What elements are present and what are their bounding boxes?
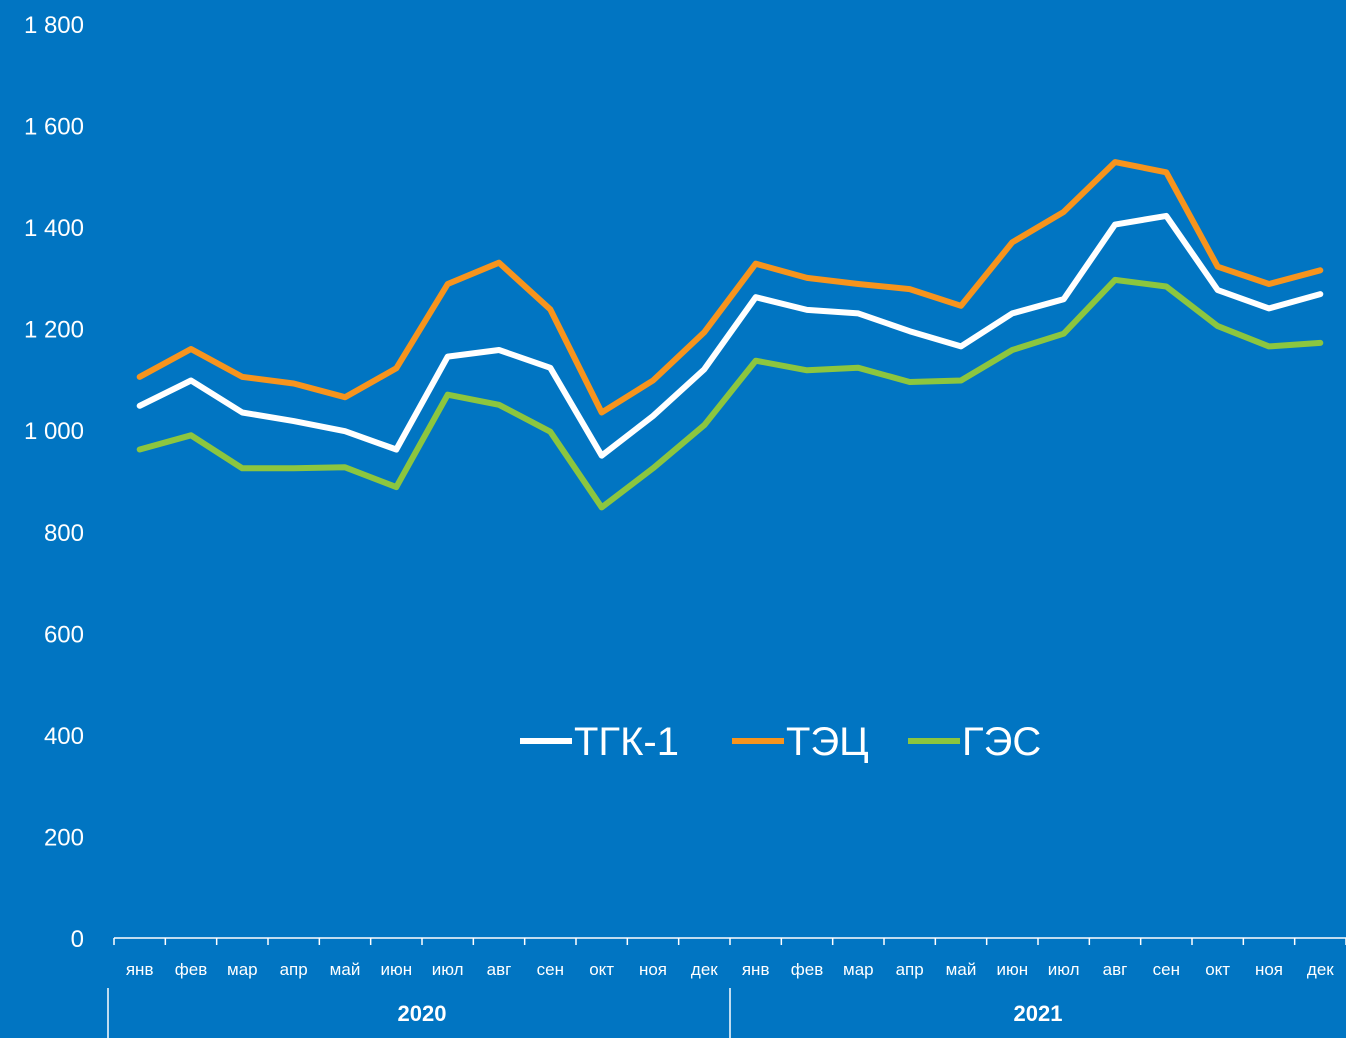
- x-tick-label: мар: [843, 960, 874, 979]
- x-tick-label: апр: [280, 960, 308, 979]
- x-tick-label: дек: [691, 960, 718, 979]
- year-group-label: 2021: [1014, 1001, 1063, 1026]
- x-tick-label: май: [330, 960, 361, 979]
- y-tick-label: 200: [44, 824, 84, 851]
- y-tick-label: 1 400: [24, 215, 84, 242]
- x-tick-label: сен: [1153, 960, 1180, 979]
- x-tick-label: сен: [537, 960, 564, 979]
- year-group-label: 2020: [398, 1001, 447, 1026]
- y-tick-label: 1 000: [24, 418, 84, 445]
- y-axis-ticks: 0 200 400 600 800 1 000 1 200 1 400 1 600 1 800: [24, 12, 84, 953]
- x-tick-label: мар: [227, 960, 258, 979]
- legend: ТГК-1 ТЭЦ ГЭС: [520, 720, 1041, 764]
- x-tick-label: июл: [432, 960, 464, 979]
- legend-label: ГЭС: [962, 720, 1041, 764]
- y-tick-label: 600: [44, 621, 84, 648]
- x-tick-label: ноя: [1255, 960, 1283, 979]
- x-tick-label: май: [946, 960, 977, 979]
- legend-label: ТГК-1: [574, 720, 679, 764]
- x-tick-label: фев: [791, 960, 823, 979]
- x-tick-label: июн: [997, 960, 1029, 979]
- x-tick-label: апр: [896, 960, 924, 979]
- x-tick-label: авг: [1103, 960, 1128, 979]
- x-axis-ticks: янв фев мар апр май июн июл авг сен окт ноя дек янв ф…: [113, 938, 1346, 979]
- x-tick-label: янв: [126, 960, 154, 979]
- x-tick-label: окт: [1205, 960, 1230, 979]
- legend-label: ТЭЦ: [786, 720, 869, 764]
- x-axis-year-groups: 2020 2021: [107, 988, 1063, 1038]
- series-line: [136, 159, 1324, 416]
- y-tick-label: 0: [71, 926, 84, 953]
- y-tick-label: 800: [44, 520, 84, 547]
- y-tick-label: 1 600: [24, 114, 84, 141]
- y-tick-label: 1 800: [24, 12, 84, 39]
- x-tick-label: фев: [175, 960, 207, 979]
- x-tick-label: июл: [1048, 960, 1080, 979]
- series-line: [136, 212, 1324, 459]
- x-tick-label: янв: [742, 960, 770, 979]
- x-tick-label: ноя: [639, 960, 667, 979]
- series-lines: [136, 159, 1324, 511]
- y-tick-label: 400: [44, 723, 84, 750]
- series-line: [136, 276, 1324, 511]
- x-tick-label: окт: [589, 960, 614, 979]
- x-tick-label: дек: [1307, 960, 1334, 979]
- x-tick-label: авг: [487, 960, 512, 979]
- x-tick-label: июн: [381, 960, 413, 979]
- y-tick-label: 1 200: [24, 317, 84, 344]
